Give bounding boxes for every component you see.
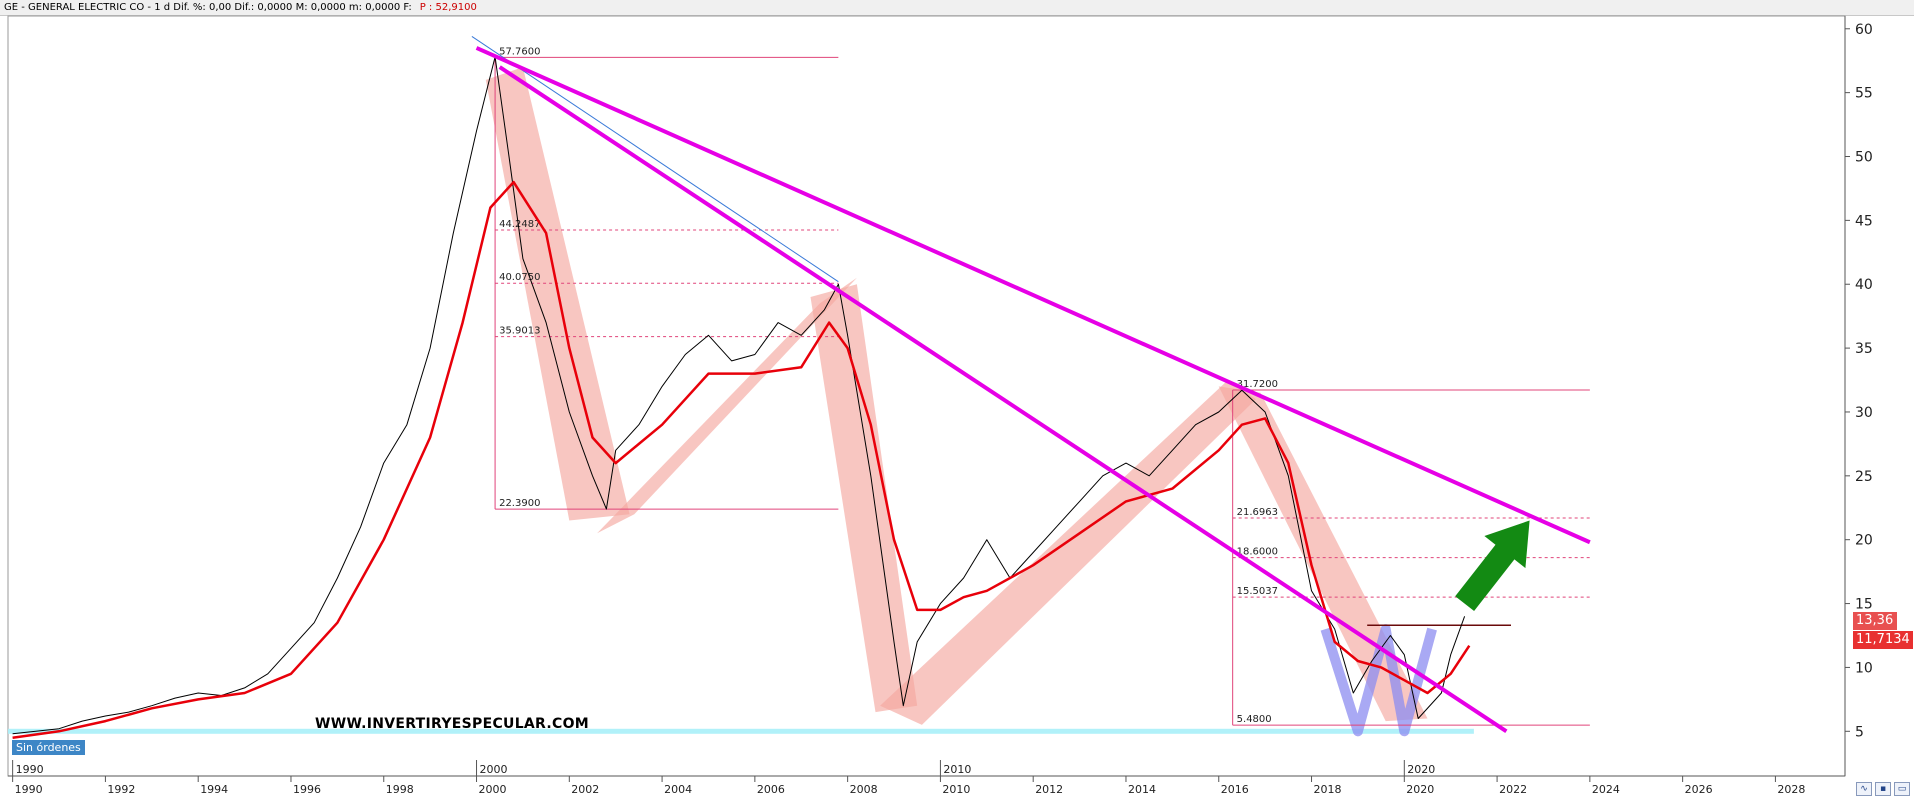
x-tick-label-2008: 2008	[850, 783, 878, 796]
x-tick-label-2006: 2006	[757, 783, 785, 796]
support-band	[8, 728, 1474, 734]
trendline-1	[475, 46, 1591, 545]
fib-bottom-level-label-1: 31.7200	[1237, 379, 1278, 390]
chart-icon[interactable]: ∿	[1856, 782, 1872, 796]
fib-bottom-level-label-4: 15.5037	[1237, 586, 1278, 597]
x-tick-label-1998: 1998	[386, 783, 414, 796]
y-tick-label-60: 60	[1855, 22, 1873, 38]
decade-label-2020: 2020	[1407, 763, 1435, 776]
x-tick-label-2000: 2000	[479, 783, 507, 796]
x-tick-label-2028: 2028	[1777, 783, 1805, 796]
fib-bottom-level-label-3: 18.6000	[1237, 547, 1278, 558]
x-tick-label-1992: 1992	[107, 783, 135, 796]
last-price-tag: 13,36	[1853, 612, 1897, 630]
watermark-text: WWW.INVERTIRYESPECULAR.COM	[315, 716, 590, 732]
chart-title: GE - GENERAL ELECTRIC CO - 1 d Dif. %: 0…	[4, 2, 412, 13]
trendline-2	[498, 65, 1508, 733]
trend-zone-5	[1218, 386, 1428, 722]
moving-average-tag: 11,7134	[1853, 631, 1913, 649]
x-tick-label-2022: 2022	[1499, 783, 1527, 796]
x-tick-label-2024: 2024	[1592, 783, 1620, 796]
y-tick-label-20: 20	[1855, 533, 1873, 549]
trend-zone-3	[810, 284, 918, 713]
fib-top-level-label-5: 22.3900	[499, 498, 540, 509]
fib-top-level-label-1: 57.7600	[499, 46, 540, 57]
y-tick-label-30: 30	[1855, 405, 1873, 421]
x-tick-label-2012: 2012	[1035, 783, 1063, 796]
y-tick-label-45: 45	[1855, 213, 1873, 229]
price-readout: P : 52,9100	[419, 2, 477, 13]
x-tick-label-2020: 2020	[1406, 783, 1434, 796]
y-tick-label-40: 40	[1855, 277, 1873, 293]
fib-top-level-label-4: 35.9013	[499, 326, 540, 337]
thin-trendline	[471, 36, 839, 283]
decade-label-2010: 2010	[943, 763, 971, 776]
y-tick-label-5: 5	[1855, 724, 1864, 740]
bullish-arrow-icon	[1455, 520, 1530, 611]
save-icon[interactable]: ▪	[1875, 782, 1891, 796]
y-tick-label-50: 50	[1855, 150, 1873, 166]
x-tick-label-2014: 2014	[1128, 783, 1156, 796]
x-tick-label-2010: 2010	[942, 783, 970, 796]
y-tick-label-15: 15	[1855, 597, 1873, 613]
y-tick-label-10: 10	[1855, 660, 1873, 676]
trend-zone-4	[880, 380, 1256, 725]
fib-top-level-label-3: 40.0750	[499, 272, 540, 283]
trend-zone-2	[597, 277, 857, 534]
decade-label-2000: 2000	[480, 763, 508, 776]
x-tick-label-2018: 2018	[1314, 783, 1342, 796]
fib-top-level-label-2: 44.2487	[499, 219, 540, 230]
y-tick-label-35: 35	[1855, 341, 1873, 357]
x-tick-label-2004: 2004	[664, 783, 692, 796]
x-tick-label-2026: 2026	[1685, 783, 1713, 796]
x-tick-label-2002: 2002	[571, 783, 599, 796]
y-tick-label-25: 25	[1855, 469, 1873, 485]
x-tick-label-1990: 1990	[15, 783, 43, 796]
price-line	[12, 56, 1466, 735]
moving-average-line	[12, 180, 1471, 739]
fib-bottom-level-label-2: 21.6963	[1237, 507, 1278, 518]
decade-label-1990: 1990	[16, 763, 44, 776]
orders-status-badge: Sin órdenes	[12, 740, 85, 755]
plot-frame	[7, 15, 1846, 777]
window-icon[interactable]: ▭	[1894, 782, 1910, 796]
x-tick-label-1994: 1994	[200, 783, 228, 796]
fib-bottom-level-label-5: 5.4800	[1237, 714, 1272, 725]
x-tick-label-2016: 2016	[1221, 783, 1249, 796]
chart-toolbar: ∿ ▪ ▭	[1856, 782, 1910, 798]
x-tick-label-1996: 1996	[293, 783, 321, 796]
y-tick-label-55: 55	[1855, 86, 1873, 102]
